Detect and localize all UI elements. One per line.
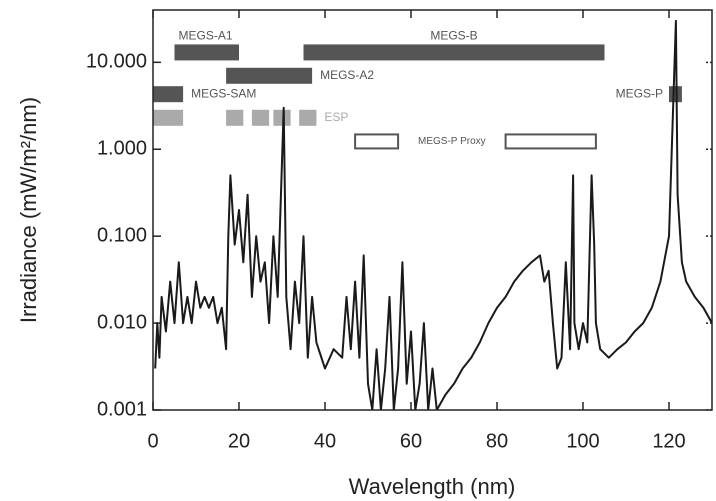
instrument-band	[303, 44, 605, 61]
instrument-band	[273, 109, 291, 126]
instrument-label: MEGS-P	[616, 86, 663, 100]
plot-frame	[152, 9, 713, 411]
instrument-label: MEGS-A2	[320, 68, 374, 82]
y-tick-label: 1.000	[97, 138, 147, 160]
x-tick-label: 80	[486, 430, 508, 452]
x-tick-label: 60	[400, 430, 422, 452]
instrument-band	[299, 109, 317, 126]
x-tick-label: 100	[566, 430, 599, 452]
x-tick-label: 120	[652, 430, 685, 452]
instrument-band	[504, 133, 597, 150]
x-tick-label: 0	[147, 430, 158, 452]
instrument-band	[226, 67, 313, 84]
instrument-label: MEGS-SAM	[191, 86, 256, 100]
y-axis-label: Irradiance (mW/m²/nm)	[16, 97, 41, 323]
instrument-band	[174, 44, 239, 61]
instrument-label: MEGS-A1	[179, 29, 233, 43]
spectrum-line	[154, 19, 712, 410]
instrument-band	[354, 133, 400, 150]
y-tick-label: 0.010	[97, 311, 147, 333]
y-tick-label: 0.001	[97, 398, 147, 420]
instrument-band	[251, 109, 270, 126]
x-tick-label: 40	[314, 430, 336, 452]
y-tick-label: 0.100	[97, 224, 147, 246]
instrument-label: MEGS-P Proxy	[418, 136, 486, 147]
instrument-label: MEGS-B	[430, 29, 477, 43]
x-axis-label: Wavelength (nm)	[349, 474, 516, 499]
instrument-band	[153, 109, 184, 126]
instrument-band	[226, 109, 244, 126]
instrument-band	[153, 86, 184, 103]
instrument-label: ESP	[324, 110, 348, 124]
instrument-band	[669, 86, 682, 103]
x-tick-label: 20	[228, 430, 250, 452]
y-tick-label: 10.000	[86, 51, 147, 73]
